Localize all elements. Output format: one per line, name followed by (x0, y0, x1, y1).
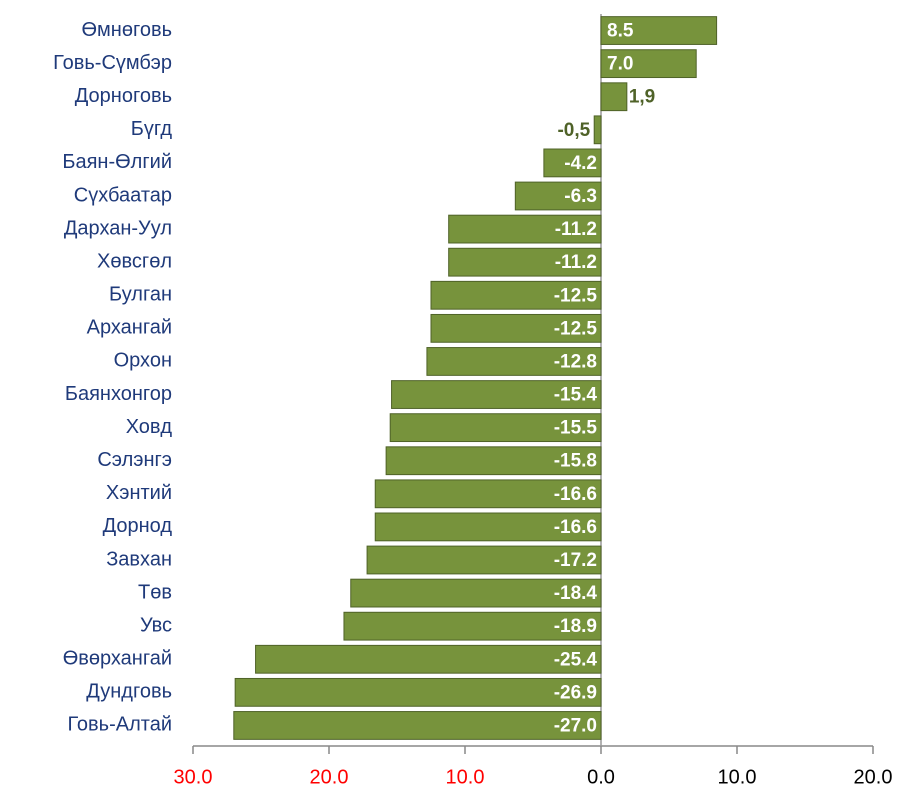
category-label: Баянхонгор (65, 383, 172, 405)
data-label: -0,5 (557, 120, 590, 141)
category-label: Дархан-Уул (64, 217, 172, 239)
bar (233, 711, 602, 740)
bar (374, 512, 602, 542)
category-label: Төв (138, 581, 172, 603)
data-label: -18.4 (554, 583, 598, 604)
bar (430, 313, 602, 343)
category-label: Говь-Сүмбэр (53, 52, 172, 74)
data-label: -12.5 (554, 318, 598, 339)
category-label: Булган (109, 284, 172, 306)
category-label: Орхон (114, 350, 172, 372)
category-label: Хөвсгөл (97, 250, 172, 272)
category-label: Баян-Өлгий (62, 151, 172, 173)
bar (600, 82, 628, 112)
data-label: -4.2 (564, 153, 597, 174)
x-tick-label: 10.0 (718, 766, 757, 788)
data-label: -26.9 (554, 682, 597, 703)
x-tick-label: 10.0 (446, 766, 485, 788)
data-label: -12.8 (554, 351, 597, 372)
x-tick-label: 30.0 (174, 766, 213, 788)
bar (600, 49, 697, 79)
bar (374, 479, 602, 509)
bar (389, 413, 602, 443)
bar (255, 644, 602, 674)
data-label: -15.4 (554, 385, 598, 406)
x-tick-label: 20.0 (310, 766, 349, 788)
category-label: Завхан (106, 548, 172, 570)
category-label: Увс (140, 614, 172, 636)
bar (385, 446, 602, 476)
bar (593, 115, 602, 145)
category-label: Архангай (87, 317, 172, 339)
data-label: -25.4 (554, 649, 598, 670)
category-label: Дорноговь (75, 85, 172, 107)
category-label: Сүхбаатар (74, 184, 172, 206)
data-label: 1,9 (629, 87, 655, 108)
x-tick-label: 0.0 (587, 766, 615, 788)
data-label: -11.2 (555, 219, 597, 240)
data-label: -27.0 (554, 715, 597, 736)
category-label: Бүгд (131, 118, 173, 140)
category-label: Өвөрхангай (63, 648, 172, 670)
category-label: Ховд (126, 416, 173, 438)
data-label: -6.3 (564, 186, 597, 207)
category-label: Хэнтий (106, 482, 172, 504)
bar (448, 247, 602, 277)
bar (391, 380, 602, 409)
category-label: Дундговь (86, 681, 172, 703)
bar (234, 677, 602, 707)
data-label: -16.6 (554, 484, 597, 505)
bar (350, 578, 602, 608)
bar (514, 181, 602, 211)
category-label: Дорнод (103, 515, 173, 537)
data-label: -15.8 (554, 451, 597, 472)
bar (366, 545, 602, 575)
x-tick-label: 20.0 (854, 766, 893, 788)
bar (430, 280, 602, 310)
data-label: 8.5 (607, 21, 634, 42)
data-label: -12.5 (554, 285, 598, 306)
bar (343, 611, 602, 641)
data-label: -16.6 (554, 517, 597, 538)
data-label: -11.2 (555, 252, 597, 273)
category-label: Сэлэнгэ (97, 449, 172, 471)
bar (543, 148, 602, 178)
bar (448, 214, 602, 244)
data-label: -17.2 (554, 550, 597, 571)
category-label: Өмнөговь (82, 19, 173, 41)
data-label: 7.0 (607, 54, 633, 75)
bar (600, 16, 718, 45)
data-label: -15.5 (554, 418, 598, 439)
bar (426, 347, 602, 376)
data-label: -18.9 (554, 616, 597, 637)
category-label: Говь-Алтай (67, 714, 172, 736)
